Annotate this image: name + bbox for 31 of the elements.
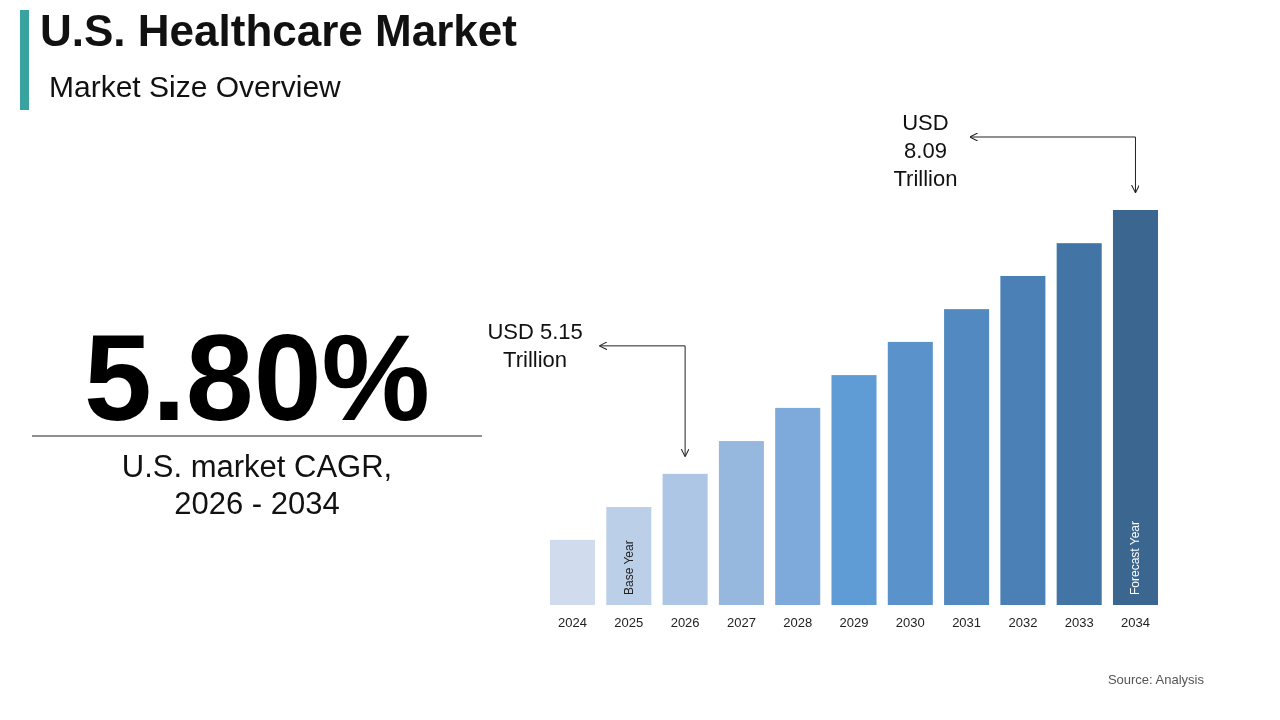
x-tick-label: 2026: [670, 615, 700, 631]
bar: [606, 507, 652, 605]
x-tick-label: 2025: [614, 615, 644, 631]
annotation: USD 5.15 Trillion: [486, 317, 584, 374]
bar: [1000, 275, 1046, 605]
annotation: Base Year: [621, 540, 636, 595]
bar: [662, 473, 708, 605]
bar: [887, 341, 933, 605]
x-tick-label: 2033: [1064, 615, 1094, 631]
text: USD 8.09 Trillion: [892, 109, 959, 193]
bar: [831, 375, 877, 605]
bar: [1056, 243, 1102, 605]
annotation: Forecast Year: [1128, 520, 1143, 595]
text: Market Size Overview: [49, 70, 341, 104]
source-note: Source: Analysis: [1107, 672, 1204, 687]
x-tick-label: 2024: [558, 615, 587, 631]
x-tick-label: 2030: [895, 615, 925, 631]
text: 5.80%: [83, 309, 431, 448]
bar: [944, 309, 990, 605]
x-tick-label: 2031: [952, 615, 982, 631]
x-tick-label: 2029: [839, 615, 869, 631]
text: U.S. market CAGR, 2026 - 2034: [120, 448, 394, 522]
bar: [718, 441, 764, 605]
x-tick-label: 2028: [783, 615, 813, 631]
x-tick-label: 2034: [1121, 615, 1150, 631]
bar: [1112, 210, 1158, 605]
x-tick-label: 2027: [726, 615, 756, 631]
x-tick-label: 2032: [1008, 615, 1038, 631]
bar: [775, 407, 821, 605]
chart-title: U.S. Healthcare Market: [40, 6, 517, 56]
bar: [550, 539, 596, 605]
